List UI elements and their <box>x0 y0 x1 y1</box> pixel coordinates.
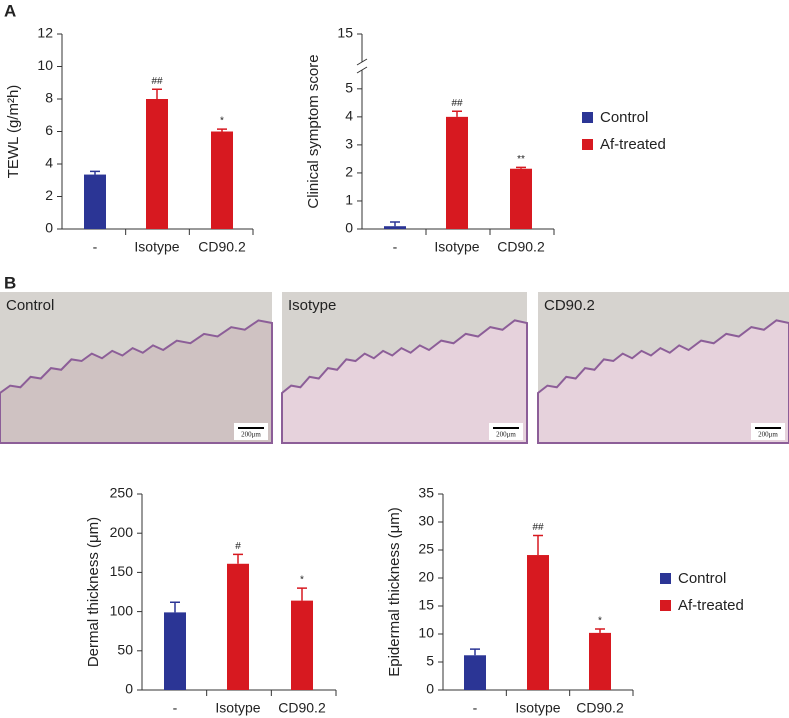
y-tick-label: 0 <box>345 220 353 236</box>
legend-label: Control <box>678 570 726 587</box>
y-tick-label: 150 <box>110 563 134 579</box>
y-tick-label: 2 <box>45 187 53 203</box>
error-bar <box>470 648 480 656</box>
y-tick-label: 35 <box>418 485 434 501</box>
error-bar <box>90 170 100 175</box>
y-tick-label: 12 <box>37 25 53 41</box>
tissue <box>281 319 528 444</box>
micrograph-label: CD90.2 <box>544 297 595 314</box>
y-tick-label: 50 <box>117 642 133 658</box>
y-tick-label: 0 <box>45 220 53 236</box>
error-bar <box>170 601 180 613</box>
error-bar <box>390 221 400 227</box>
error-bar <box>595 628 605 633</box>
bar <box>510 168 532 229</box>
x-tick-label: CD90.2 <box>576 700 624 716</box>
panel-label: A <box>4 1 16 20</box>
error-bar <box>233 553 243 564</box>
x-tick-label: - <box>473 700 478 716</box>
significance-label: # <box>235 541 241 552</box>
micrograph-label: Isotype <box>288 297 336 314</box>
y-tick-label: 8 <box>45 90 53 106</box>
y-tick-label: 4 <box>345 108 353 124</box>
axis-break <box>356 66 368 74</box>
error-bar <box>297 587 307 601</box>
error-bar <box>152 88 162 99</box>
legend-swatch <box>582 112 593 123</box>
significance-label: ## <box>532 522 544 533</box>
y-tick-label: 6 <box>45 122 53 138</box>
y-tick-label: 15 <box>337 25 353 41</box>
y-axis-label: Epidermal thickness (μm) <box>386 507 403 677</box>
y-tick-label: 1 <box>345 192 353 208</box>
bar <box>464 655 486 690</box>
scale-bar-label: 200μm <box>496 431 516 439</box>
error-bar <box>452 110 462 117</box>
significance-label: ## <box>151 76 163 87</box>
axis-break <box>356 58 368 66</box>
legend-label: Af-treated <box>678 597 744 614</box>
error-bar <box>217 128 227 132</box>
significance-label: * <box>300 575 304 586</box>
y-tick-label: 2 <box>345 164 353 180</box>
bar <box>527 555 549 690</box>
bar <box>384 226 406 229</box>
bar <box>146 99 168 229</box>
x-tick-label: Isotype <box>434 239 479 255</box>
x-tick-label: CD90.2 <box>198 239 246 255</box>
tissue <box>0 319 273 444</box>
x-tick-label: CD90.2 <box>278 700 326 716</box>
scale-bar-label: 200μm <box>241 431 261 439</box>
y-tick-label: 5 <box>345 80 353 96</box>
bar <box>211 131 233 229</box>
error-bar <box>533 534 543 556</box>
significance-label: * <box>598 616 602 627</box>
significance-label: * <box>220 116 224 127</box>
micrograph-label: Control <box>6 297 54 314</box>
y-axis-label: TEWL (g/m²h) <box>5 85 22 179</box>
legend-swatch <box>660 600 671 611</box>
x-tick-label: - <box>173 700 178 716</box>
y-tick-label: 3 <box>345 136 353 152</box>
y-tick-label: 15 <box>418 597 434 613</box>
legend-label: Control <box>600 109 648 126</box>
y-tick-label: 5 <box>426 653 434 669</box>
bar <box>227 563 249 690</box>
y-tick-label: 30 <box>418 513 434 529</box>
bar <box>589 632 611 690</box>
y-tick-label: 0 <box>125 681 133 697</box>
y-tick-label: 100 <box>110 602 134 618</box>
x-tick-label: Isotype <box>134 239 179 255</box>
x-tick-label: - <box>93 239 98 255</box>
y-tick-label: 25 <box>418 541 434 557</box>
y-tick-label: 20 <box>418 569 434 585</box>
x-tick-label: - <box>393 239 398 255</box>
bar <box>446 116 468 229</box>
panel-label: B <box>4 273 16 292</box>
legend-swatch <box>582 139 593 150</box>
scale-bar-label: 200μm <box>758 431 778 439</box>
y-axis-label: Dermal thickness (μm) <box>85 517 102 667</box>
legend-label: Af-treated <box>600 136 666 153</box>
y-tick-label: 10 <box>37 57 53 73</box>
x-tick-label: Isotype <box>515 700 560 716</box>
tissue <box>537 319 789 444</box>
bar <box>84 174 106 229</box>
y-tick-label: 0 <box>426 681 434 697</box>
bar <box>164 612 186 690</box>
y-tick-label: 250 <box>110 485 134 501</box>
significance-label: ## <box>451 98 463 109</box>
y-tick-label: 200 <box>110 524 134 540</box>
legend-swatch <box>660 573 671 584</box>
x-tick-label: Isotype <box>215 700 260 716</box>
significance-label: ** <box>517 154 525 165</box>
x-tick-label: CD90.2 <box>497 239 545 255</box>
y-tick-label: 10 <box>418 625 434 641</box>
bar <box>291 600 313 690</box>
error-bar <box>516 166 526 169</box>
y-tick-label: 4 <box>45 155 53 171</box>
y-axis-label: Clinical symptom score <box>305 54 322 208</box>
